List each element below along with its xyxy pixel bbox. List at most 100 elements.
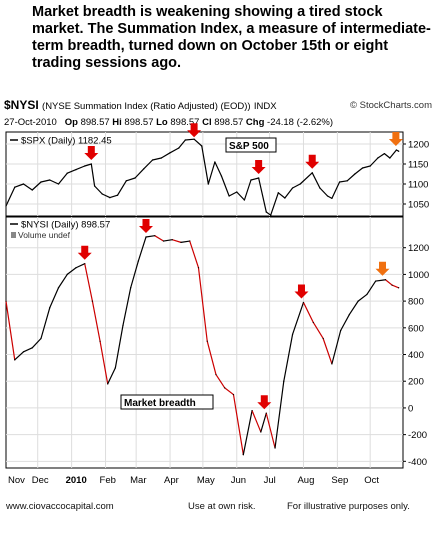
series-segment [283,333,294,382]
series-segment [31,181,42,191]
series-segment [291,301,305,336]
data-point [366,293,368,296]
data-point [284,197,286,199]
series-segment [236,191,246,201]
data-point [274,447,276,449]
data-point [31,347,33,349]
series-segment [31,337,42,349]
data-point [137,260,139,262]
series-segment [265,211,272,216]
volume-legend-swatch [11,232,16,238]
close-label: Cl [202,117,212,128]
x-tick-label: Aug [297,475,314,486]
arrow-down-icon [77,245,92,260]
data-point [331,197,333,199]
arrow-down-icon [294,284,309,299]
nysi-legend: $NYSI (Daily) 898.57 [21,220,110,231]
data-point [75,169,77,171]
series-segment [270,192,279,216]
x-tick-label: Oct [364,475,379,486]
data-point [151,159,154,161]
series-segment [232,393,244,456]
data-point [224,387,226,389]
footer-website: www.ciovaccocapital.com [6,501,114,512]
series-segment [184,138,195,141]
data-point [91,300,93,302]
series-segment [383,153,391,159]
y-tick-label: -400 [408,457,427,468]
data-point [206,340,208,342]
data-point [260,431,262,433]
data-point [302,301,305,304]
series-segment [40,307,51,340]
data-point [197,267,200,269]
breadth-annotation-box [120,394,214,410]
series-segment [291,183,301,189]
data-point [145,236,147,238]
symbol-description: (NYSE Summation Index (Ratio Adjusted) (… [42,101,251,112]
data-point [236,191,238,193]
data-point [270,214,272,216]
symbol-label: $NYSI [4,98,39,112]
series-segment [22,183,33,191]
series-segment [331,181,341,199]
data-point [154,235,156,237]
data-point [40,337,42,340]
x-tick-label: Dec [32,475,49,486]
data-point [277,192,279,194]
data-point [258,177,260,179]
series-segment [197,267,208,342]
series-segment [14,351,25,361]
series-segment [369,157,379,167]
data-point [354,173,356,175]
data-point [57,183,60,185]
data-point [361,167,364,169]
data-point [369,165,371,167]
series-segment [66,267,77,276]
data-point [291,333,294,336]
data-point [184,139,186,141]
series-segment [109,194,119,199]
series-segment [84,163,92,167]
data-point [201,145,203,147]
high-label: Hi [112,117,122,128]
data-point [338,181,341,183]
series-segment [284,187,294,199]
data-point [311,172,313,174]
data-point [162,240,165,242]
low-value: 898.57 [170,117,200,128]
series-segment [260,412,267,433]
data-point [109,197,111,199]
data-point [180,241,182,243]
quote-line: 27-Oct-2010 Op 898.57 Hi 898.57 Lo 898.5… [4,117,333,128]
data-point [49,179,51,181]
data-point [101,193,103,195]
series-segment [14,183,25,188]
y-tick-label: 1000 [408,270,429,281]
data-point [189,240,191,242]
close-value: 898.57 [214,117,244,128]
data-point [383,153,386,155]
series-segment [130,260,139,289]
series-segment [145,235,156,238]
series-segment [384,279,393,286]
data-point [130,287,132,289]
data-point [22,183,25,185]
series-segment [377,153,386,159]
series-segment [250,177,260,181]
series-segment [189,240,200,269]
y-tick-label: 1200 [408,243,429,254]
series-segment [215,373,226,389]
data-point [228,195,230,197]
data-point [178,147,180,149]
series-segment [201,145,209,185]
series-segment [49,287,60,309]
data-point [214,161,216,163]
series-segment [274,380,285,449]
series-segment [99,340,109,385]
change-value: -24.18 (-2.62%) [267,117,334,128]
data-point [143,168,145,170]
series-segment [366,280,377,296]
arrow-down-icon [138,219,153,234]
series-segment [322,337,333,365]
